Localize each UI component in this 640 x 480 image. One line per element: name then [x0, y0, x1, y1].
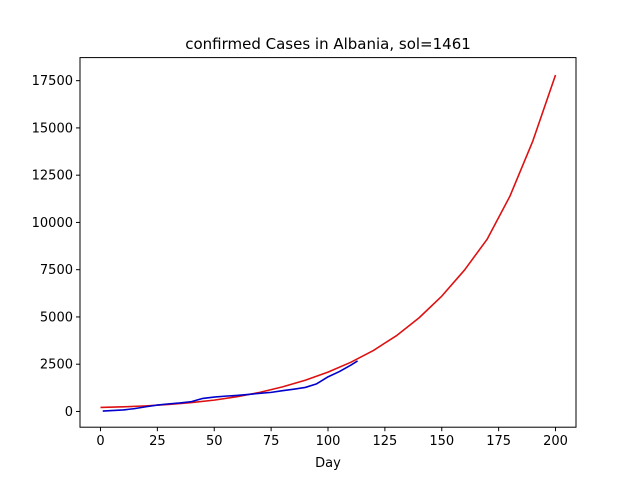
- x-tick-label: 75: [263, 434, 280, 449]
- x-axis-ticks: 0 25 50 75 100 125 150 175 200: [96, 427, 568, 449]
- x-tick-label: 150: [429, 434, 454, 449]
- x-tick-label: 25: [149, 434, 166, 449]
- x-tick-label: 125: [372, 434, 397, 449]
- y-tick-label: 10000: [32, 216, 73, 231]
- x-tick-label: 100: [316, 434, 341, 449]
- y-axis-ticks: 0 2500 5000 7500 10000 12500 15000 17500: [32, 74, 80, 420]
- y-tick-label: 5000: [40, 310, 73, 325]
- series-layer: [100, 74, 557, 412]
- y-tick-label: 2500: [40, 358, 73, 373]
- x-axis-label: Day: [315, 456, 341, 471]
- chart-title: confirmed Cases in Albania, sol=1461: [185, 35, 471, 53]
- x-tick-label: 0: [96, 434, 104, 449]
- y-tick-label: 7500: [40, 263, 73, 278]
- x-tick-label: 50: [206, 434, 223, 449]
- y-tick-label: 15000: [32, 121, 73, 136]
- x-tick-label: 200: [543, 434, 568, 449]
- x-tick-label: 175: [486, 434, 511, 449]
- series-line-2: [102, 360, 358, 412]
- y-tick-label: 17500: [32, 74, 73, 89]
- y-tick-label: 12500: [32, 169, 73, 184]
- y-tick-label: 0: [65, 405, 73, 420]
